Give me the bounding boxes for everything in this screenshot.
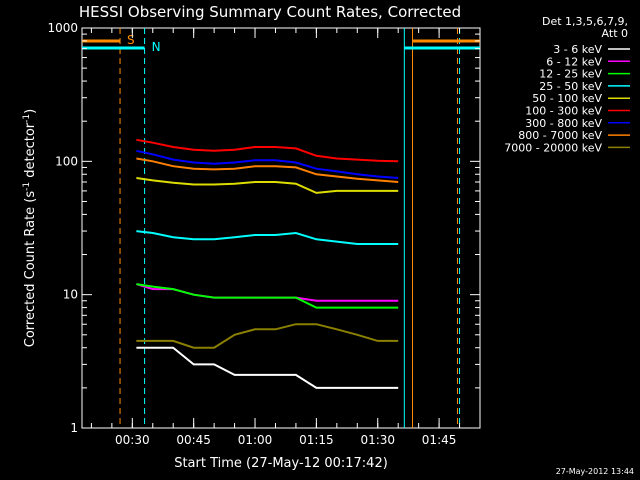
legend-entry-label: 300 - 800 keV [525, 117, 602, 130]
series-line [136, 283, 399, 309]
x-tick-label: 01:45 [422, 433, 457, 447]
y-axis-label-exp1: -1 [22, 182, 32, 191]
x-tick-label: 00:45 [176, 433, 211, 447]
series-line [136, 138, 399, 163]
y-axis-label-mid: detector [23, 122, 38, 182]
legend-entry-label: 800 - 7000 keV [518, 129, 602, 142]
chart-title: HESSI Observing Summary Count Rates, Cor… [79, 3, 461, 21]
legend-entry-label: 3 - 6 keV [553, 43, 602, 56]
series-line [136, 323, 399, 349]
x-tick-label: 00:30 [115, 433, 150, 447]
series-line [136, 230, 399, 245]
y-axis-label: Corrected Count Rate (s-1 detector-1) [22, 109, 38, 347]
legend-header-1: Det 1,3,5,6,7,9, [542, 15, 628, 28]
y-tick-label: 100 [55, 154, 78, 168]
legend-entry-label: 25 - 50 keV [539, 80, 602, 93]
series-line [136, 346, 399, 389]
axis-ticks: 00:30 00:45 01:00 01:15 01:30 01:45 1 10 100 1000 [47, 21, 481, 447]
series-line [136, 157, 399, 183]
legend-entry-label: 6 - 12 keV [546, 55, 602, 68]
legend-header-2: Att 0 [602, 27, 628, 40]
timestamp: 27-May-2012 13:44 [556, 467, 634, 476]
legend-entry-label: 50 - 100 keV [532, 92, 602, 105]
series-lines [136, 138, 399, 389]
series-line [136, 149, 399, 179]
x-tick-label: 01:15 [299, 433, 334, 447]
plot-frame [81, 27, 481, 429]
legend-entry-label: 7000 - 20000 keV [504, 141, 602, 154]
series-line [136, 177, 399, 194]
legend-entry-label: 12 - 25 keV [539, 68, 602, 81]
x-tick-label: 01:30 [360, 433, 395, 447]
legend-entry-label: 100 - 300 keV [525, 105, 602, 118]
s-flag-label: S [127, 33, 135, 47]
y-axis-label-base: Corrected Count Rate (s [23, 191, 38, 348]
y-axis-label-end: ) [23, 109, 38, 114]
y-tick-label: 1000 [47, 21, 78, 35]
x-axis-label: Start Time (27-May-12 00:17:42) [174, 456, 388, 471]
y-tick-label: 1 [70, 421, 78, 435]
x-tick-label: 01:00 [238, 433, 273, 447]
y-tick-label: 10 [63, 288, 78, 302]
y-axis-label-exp2: -1 [22, 114, 32, 123]
n-flag-label: N [152, 40, 161, 54]
